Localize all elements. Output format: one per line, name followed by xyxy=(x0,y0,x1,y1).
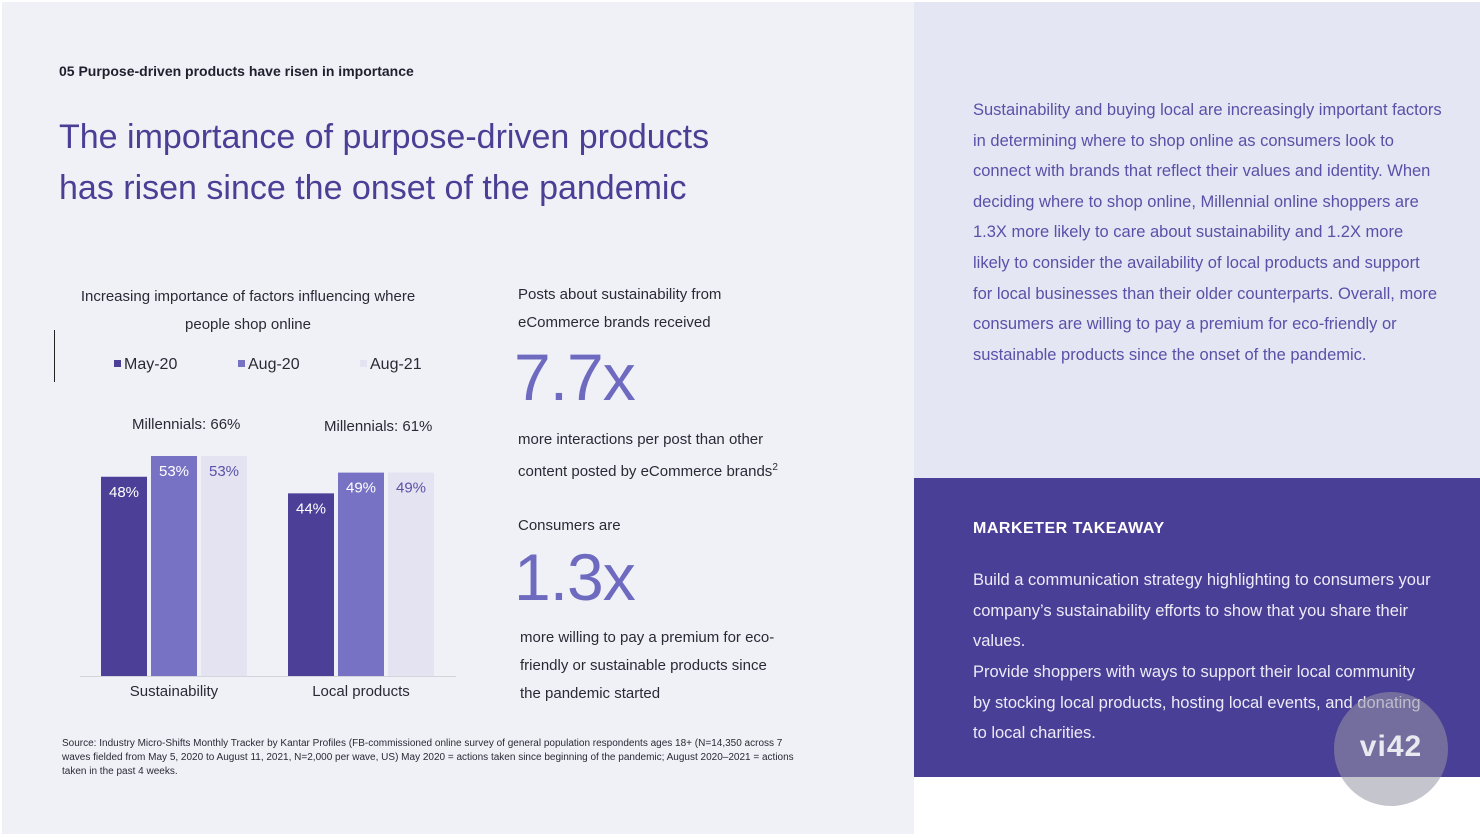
data-label-sustainability-aug-21: 53% xyxy=(209,463,239,480)
section-label: 05 Purpose-driven products have risen in… xyxy=(59,63,414,79)
source-note: Source: Industry Micro-Shifts Monthly Tr… xyxy=(62,738,794,777)
stat2-intro: Consumers are xyxy=(518,517,621,534)
watermark-logo: vi42 xyxy=(1334,692,1448,806)
data-label-local-products-may-20: 44% xyxy=(296,500,326,517)
bar-local-products-aug-21 xyxy=(388,472,434,676)
stat1-intro-line-2: eCommerce brands received xyxy=(518,314,711,331)
stat1-desc-line-1: more interactions per post than other xyxy=(518,431,764,448)
millennials-note-sustainability: Millennials: 66% xyxy=(132,416,241,433)
page-title: The importance of purpose-driven product… xyxy=(59,112,819,214)
stat1-intro: Posts about sustainability from eCommerc… xyxy=(518,281,818,337)
legend-swatch-aug-20 xyxy=(238,360,245,367)
bar-local-products-may-20 xyxy=(288,493,334,676)
bar-sustainability-aug-21 xyxy=(201,456,247,676)
data-label-sustainability-may-20: 48% xyxy=(109,484,139,501)
legend-item-aug-20: Aug-20 xyxy=(238,356,300,374)
stat2-description: more willing to pay a premium for eco- f… xyxy=(520,624,840,708)
bar-sustainability-aug-20 xyxy=(151,456,197,676)
category-label-sustainability: Sustainability xyxy=(130,683,219,700)
bar-local-products-aug-20 xyxy=(338,472,384,676)
legend-item-may-20: May-20 xyxy=(114,356,177,374)
takeaway-title: MARKETER TAKEAWAY xyxy=(973,520,1165,537)
content-panel xyxy=(2,2,914,834)
stat1-value: 7.7x xyxy=(514,340,636,414)
stat2-desc-line-2: friendly or sustainable products since xyxy=(520,657,767,674)
takeaway-paragraph-2: Provide shoppers with ways to support th… xyxy=(973,663,1421,743)
page-title-line-2: has risen since the onset of the pandemi… xyxy=(59,169,687,207)
chart-title-line-1: Increasing importance of factors influen… xyxy=(80,288,416,305)
data-label-local-products-aug-21: 49% xyxy=(396,480,426,497)
stat1-desc-line-2-text: content posted by eCommerce brands xyxy=(518,463,773,480)
chart-legend: May-20 Aug-20 Aug-21 xyxy=(0,356,460,378)
insight-paragraph: Sustainability and buying local are incr… xyxy=(973,101,1442,364)
watermark-text: vi42 xyxy=(1359,730,1423,763)
legend-label-aug-21: Aug-21 xyxy=(370,356,422,373)
chart-title: Increasing importance of factors influen… xyxy=(58,283,438,339)
footnote-marker: 2 xyxy=(772,462,778,473)
insight-panel xyxy=(914,2,1480,478)
legend-label-aug-20: Aug-20 xyxy=(248,356,300,373)
legend-label-may-20: May-20 xyxy=(124,356,178,373)
page-title-line-1: The importance of purpose-driven product… xyxy=(59,118,710,156)
millennials-note-local-products: Millennials: 61% xyxy=(324,418,433,435)
stat1-intro-line-1: Posts about sustainability from xyxy=(518,286,722,303)
bar-sustainability-may-20 xyxy=(101,476,147,676)
stat2-desc-line-1: more willing to pay a premium for eco- xyxy=(520,629,775,646)
divider-line xyxy=(54,330,55,382)
takeaway-paragraph-1: Build a communication strategy highlight… xyxy=(973,571,1431,651)
category-label-local-products: Local products xyxy=(312,683,410,700)
data-label-sustainability-aug-20: 53% xyxy=(159,463,189,480)
data-label-local-products-aug-20: 49% xyxy=(346,480,376,497)
stat1-description: more interactions per post than other co… xyxy=(518,426,838,486)
stat2-value: 1.3x xyxy=(514,540,636,614)
stat2-desc-line-3: the pandemic started xyxy=(520,685,661,702)
legend-swatch-aug-21 xyxy=(360,360,367,367)
legend-item-aug-21: Aug-21 xyxy=(360,356,422,374)
stat1-desc-line-2: content posted by eCommerce brands2 xyxy=(518,454,838,486)
chart-title-line-2: people shop online xyxy=(185,316,311,333)
legend-swatch-may-20 xyxy=(114,360,121,367)
bar-chart: 48% 53% 53% Sustainability 44% 49% 49% Local pr… xyxy=(80,456,456,700)
